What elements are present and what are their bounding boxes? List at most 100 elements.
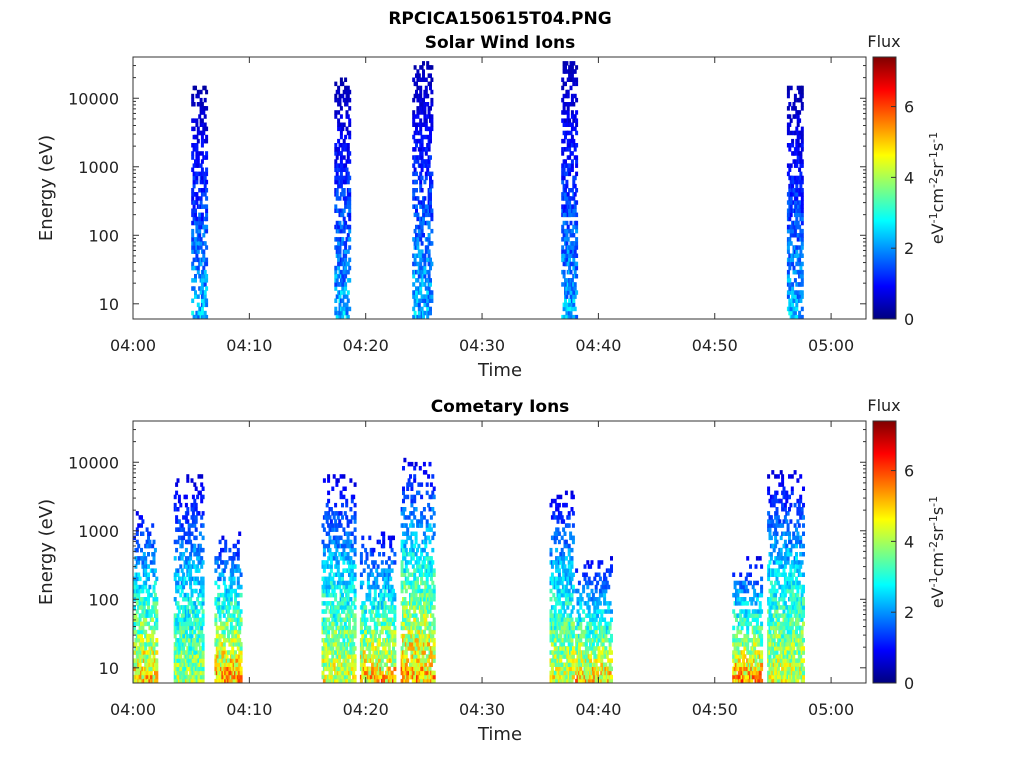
- heatmap-cell: [152, 601, 156, 606]
- heatmap-cell: [422, 531, 426, 536]
- heatmap-cell: [345, 89, 349, 95]
- heatmap-cell: [383, 576, 387, 582]
- heatmap-cell: [566, 93, 570, 99]
- heatmap-cell: [800, 261, 804, 267]
- heatmap-cell: [192, 257, 196, 263]
- heatmap-cell: [579, 678, 583, 684]
- heatmap-cell: [430, 102, 434, 107]
- heatmap-cell: [348, 265, 352, 271]
- heatmap-cell: [341, 81, 345, 87]
- heatmap-cell: [404, 588, 408, 594]
- heatmap-cell: [215, 560, 219, 565]
- heatmap-cell: [227, 633, 230, 639]
- heatmap-cell: [346, 171, 350, 177]
- heatmap-cell: [420, 155, 424, 160]
- heatmap-cell: [403, 597, 407, 602]
- heatmap-cell: [432, 654, 436, 659]
- heatmap-cell: [133, 592, 136, 598]
- heatmap-cell: [417, 224, 421, 230]
- heatmap-cell: [564, 298, 567, 303]
- heatmap-cell: [424, 646, 428, 651]
- heatmap-cell: [569, 601, 573, 606]
- heatmap-cell: [419, 261, 423, 267]
- heatmap-cell: [201, 601, 205, 606]
- heatmap-cell: [432, 523, 436, 528]
- heatmap-cell: [350, 531, 354, 536]
- heatmap-cell: [335, 188, 339, 193]
- heatmap-cell: [155, 678, 159, 684]
- heatmap-cell: [239, 572, 243, 577]
- heatmap-cell: [227, 592, 230, 598]
- heatmap-cell: [389, 617, 393, 622]
- heatmap-cell: [190, 625, 194, 631]
- heatmap-cell: [392, 588, 395, 594]
- heatmap-cell: [410, 638, 414, 643]
- heatmap-cell: [353, 552, 357, 557]
- heatmap-cell: [343, 674, 347, 680]
- heatmap-cell: [133, 605, 136, 610]
- heatmap-cell: [135, 621, 139, 627]
- heatmap-cell: [182, 621, 186, 627]
- heatmap-cell: [569, 220, 573, 226]
- heatmap-cell: [383, 609, 387, 614]
- heatmap-cell: [390, 629, 394, 635]
- heatmap-cell: [342, 580, 346, 586]
- heatmap-cell: [200, 306, 204, 312]
- heatmap-cell: [192, 265, 196, 271]
- heatmap-cell: [339, 106, 343, 111]
- heatmap-cell: [348, 208, 352, 213]
- heatmap-cell: [425, 576, 429, 582]
- heatmap-cell: [575, 200, 579, 205]
- heatmap-cell: [555, 629, 559, 635]
- heatmap-cell: [341, 576, 344, 582]
- heatmap-cell: [378, 552, 381, 557]
- heatmap-cell: [147, 601, 150, 606]
- heatmap-cell: [205, 196, 209, 201]
- heatmap-cell: [176, 584, 180, 590]
- heatmap-cell: [238, 531, 242, 536]
- heatmap-cell: [327, 498, 331, 504]
- heatmap-cell: [416, 261, 420, 267]
- heatmap-cell: [199, 89, 203, 95]
- heatmap-cell: [359, 552, 363, 557]
- heatmap-cell: [427, 163, 431, 168]
- heatmap-cell: [183, 666, 187, 672]
- heatmap-cell: [429, 204, 432, 209]
- heatmap-cell: [416, 564, 419, 569]
- heatmap-cell: [198, 212, 202, 218]
- heatmap-cell: [419, 298, 423, 303]
- heatmap-cell: [561, 204, 565, 209]
- heatmap-cell: [142, 605, 146, 610]
- heatmap-cell: [152, 560, 156, 565]
- heatmap-cell: [359, 650, 363, 655]
- heatmap-cell: [800, 200, 804, 205]
- heatmap-cell: [234, 629, 237, 635]
- heatmap-cell: [224, 564, 228, 569]
- heatmap-cell: [412, 314, 416, 320]
- heatmap-cell: [569, 269, 573, 275]
- heatmap-cell: [342, 188, 346, 193]
- heatmap-cell: [195, 192, 199, 197]
- heatmap-cell: [145, 609, 149, 614]
- heatmap-cell: [217, 646, 221, 651]
- heatmap-cell: [575, 274, 579, 279]
- panel-solar-wind: Solar Wind Ions 04:00 04:10 04:20 04:30 04:4…: [36, 32, 947, 381]
- heatmap-cell: [562, 138, 566, 144]
- heatmap-cell: [201, 678, 205, 684]
- heatmap-cell: [419, 130, 423, 136]
- heatmap-cell: [336, 638, 340, 643]
- heatmap-cell: [205, 278, 209, 283]
- heatmap-cell: [786, 171, 790, 177]
- heatmap-cell: [380, 629, 384, 635]
- heatmap-cell: [218, 658, 222, 663]
- heatmap-cell: [795, 216, 799, 222]
- heatmap-cell: [194, 159, 197, 164]
- heatmap-cell: [791, 286, 795, 291]
- heatmap-cell: [201, 576, 205, 582]
- heatmap-cell: [148, 543, 152, 549]
- heatmap-cell: [564, 134, 567, 140]
- heatmap-cell: [567, 654, 571, 659]
- heatmap-cell: [417, 306, 421, 312]
- heatmap-cell: [423, 106, 427, 111]
- heatmap-cell: [325, 515, 329, 520]
